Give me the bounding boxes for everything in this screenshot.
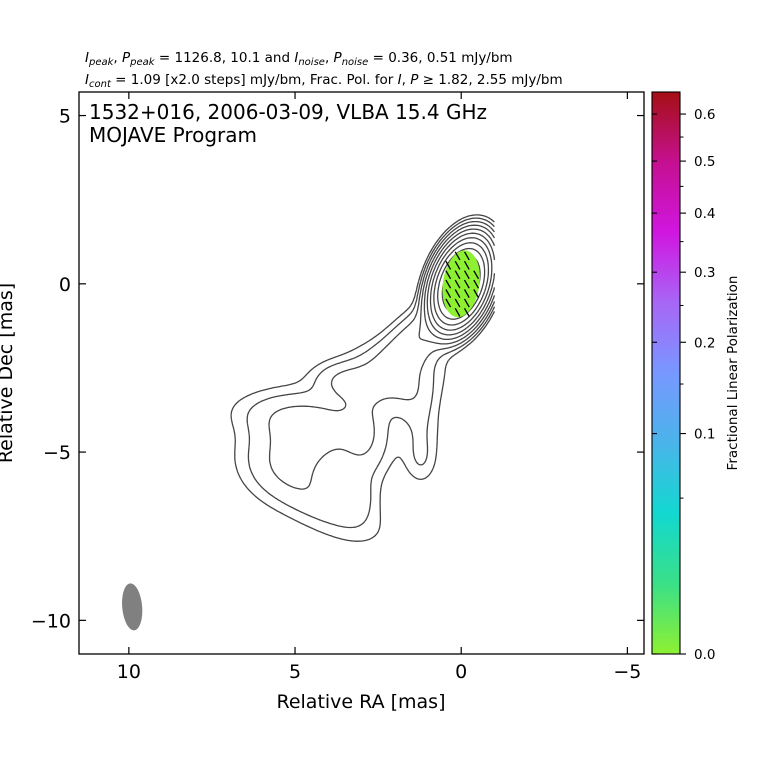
contour-level-2 [246, 217, 496, 529]
y-tick-label: 0 [59, 274, 71, 296]
colorbar-tick-label: 0.6 [694, 107, 715, 123]
colorbar-ticks: 0.0 0.1 0.2 0.3 0.4 0.5 0.6 [652, 107, 715, 663]
colorbar-tick-label: 0.0 [694, 647, 715, 663]
x-ticks: 10 5 0 −5 [117, 92, 641, 683]
colorbar-tick-label: 0.1 [694, 427, 715, 443]
evpa-vector [454, 308, 461, 317]
evpa-vector [463, 270, 470, 280]
x-tick-label: 0 [455, 661, 467, 683]
evpa-vector [454, 289, 461, 298]
evpa-vector [463, 279, 470, 289]
beam-layer [122, 583, 143, 631]
colorbar-label: Fractional Linear Polarization [725, 276, 741, 471]
colorbar [652, 92, 680, 654]
chart-subtitle: MOJAVE Program [89, 123, 257, 147]
y-tick-label: −5 [43, 442, 71, 464]
colorbar-tick-label: 0.3 [694, 265, 715, 281]
evpa-vector [463, 289, 470, 298]
y-axis-label: Relative Dec [mas] [0, 283, 17, 463]
restoring-beam [122, 583, 143, 631]
contour-level-3 [268, 220, 496, 490]
evpa-vector [454, 251, 461, 261]
plot-content [122, 214, 496, 631]
y-tick-label: −10 [31, 610, 71, 632]
contour-level-6 [426, 232, 496, 336]
evpa-vector [454, 298, 461, 308]
colorbar-frame [651, 91, 681, 655]
polarization-region [442, 250, 480, 318]
evpa-vector [445, 298, 452, 308]
evpa-vector [463, 251, 470, 261]
evpa-vector [445, 279, 452, 289]
y-ticks: 5 0 −5 −10 [31, 106, 644, 632]
evpa-vector [454, 260, 461, 270]
y-tick-label: 5 [59, 106, 71, 128]
evpa-vector [454, 270, 461, 280]
contour-level-8 [433, 242, 490, 326]
evpa-vector [445, 289, 452, 298]
chart-title: 1532+016, 2006-03-09, VLBA 15.4 GHz [89, 100, 487, 124]
plot-frame [78, 91, 645, 655]
evpa-vector [454, 279, 461, 289]
contour-level-7 [429, 237, 493, 331]
evpa-vector [445, 270, 452, 280]
evpa-vector [473, 279, 480, 289]
colorbar-tick-label: 0.2 [694, 335, 715, 351]
contour-level-1 [230, 214, 496, 542]
evpa-vector [473, 289, 480, 298]
evpa-vector [445, 260, 452, 270]
contour-level-4 [418, 224, 496, 345]
plot-area [79, 92, 644, 654]
polarization-layer [442, 250, 480, 318]
contour-level-5 [423, 228, 496, 341]
x-tick-label: −5 [613, 661, 641, 683]
x-tick-label: 5 [289, 661, 301, 683]
colorbar-tick-label: 0.4 [694, 206, 715, 222]
colorbar-tick-label: 0.5 [694, 154, 715, 170]
evpa-vector [463, 260, 470, 270]
header-line-1: Ipeak, Ppeak = 1126.8, 10.1 and Inoise, … [85, 50, 513, 68]
x-tick-label: 10 [117, 661, 141, 683]
evpa-vector [463, 298, 470, 308]
header-line-2: Icont = 1.09 [x2.0 steps] mJy/bm, Frac. … [85, 72, 563, 90]
x-axis-label: Relative RA [mas] [276, 691, 445, 713]
evpa-vector [473, 270, 480, 280]
evpa-vector [463, 308, 470, 317]
